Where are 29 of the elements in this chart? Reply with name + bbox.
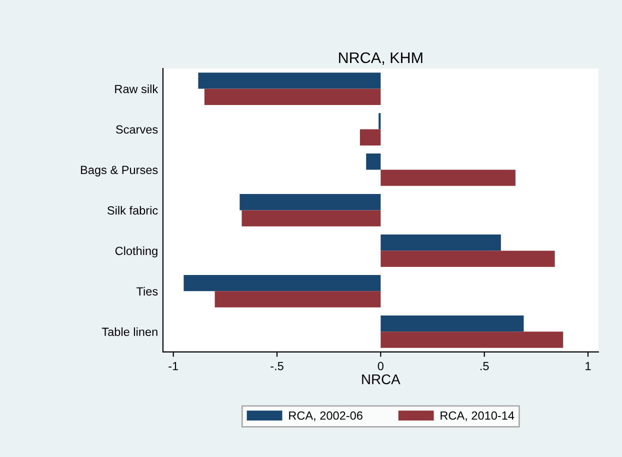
bar	[242, 210, 381, 226]
legend-label: RCA, 2010-14	[440, 411, 514, 422]
bar	[360, 129, 381, 146]
bar	[380, 250, 555, 267]
legend-label: RCA, 2002-06	[289, 411, 362, 422]
x-tick-label: 1	[586, 362, 591, 370]
bar	[204, 88, 381, 105]
bar	[380, 170, 516, 186]
y-tick-label: Scarves	[116, 125, 158, 134]
bar	[184, 274, 381, 292]
y-tick-label: Silk fabric	[107, 206, 158, 215]
y-tick-label: Table linen	[102, 327, 158, 336]
x-tick-label: .5	[480, 362, 489, 370]
chart-title: NRCA, KHM	[339, 52, 422, 65]
y-tick-label: Ties	[136, 286, 158, 296]
bar	[366, 154, 381, 170]
y-tick-label: Raw silk	[115, 84, 158, 94]
bar	[240, 194, 381, 210]
y-tick-label: Bags & Purses	[80, 166, 158, 176]
bar	[380, 315, 524, 332]
bar	[198, 72, 381, 89]
x-tick-label: -1	[168, 362, 178, 370]
x-axis-title: NRCA	[362, 374, 400, 384]
bar	[380, 332, 564, 348]
bar	[214, 291, 381, 308]
y-tick-label: Clothing	[115, 246, 158, 258]
x-tick-label: -.5	[270, 362, 284, 370]
bar	[380, 234, 501, 251]
x-tick-label: 0	[378, 362, 384, 370]
